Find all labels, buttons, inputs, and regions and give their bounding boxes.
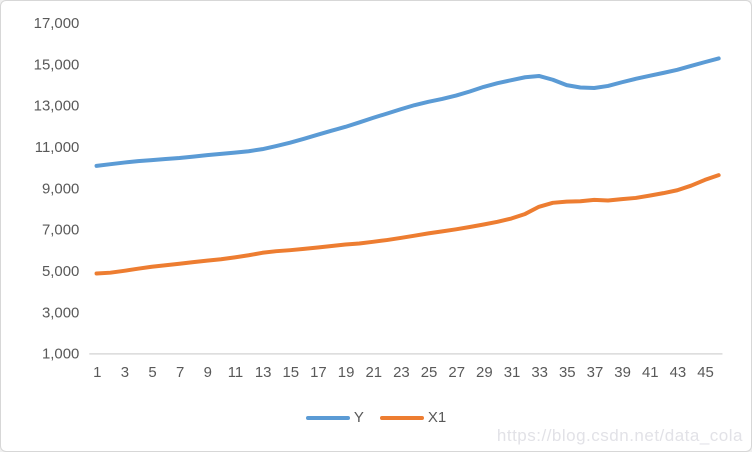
x-tick-label: 23 — [393, 364, 410, 381]
y-tick-label: 3,000 — [42, 304, 79, 321]
x-tick-label: 39 — [614, 364, 631, 381]
y-tick-label: 9,000 — [42, 180, 79, 197]
x-tick-label: 17 — [310, 364, 327, 381]
x-tick-label: 1 — [93, 364, 101, 381]
y-tick-label: 1,000 — [42, 346, 79, 363]
watermark-text: https://blog.csdn.net/data_cola — [496, 426, 743, 445]
x-tick-label: 9 — [204, 364, 212, 381]
y-tick-label: 13,000 — [34, 98, 80, 115]
x-tick-label: 37 — [587, 364, 604, 381]
x-tick-label: 43 — [670, 364, 687, 381]
x-tick-label: 3 — [121, 364, 129, 381]
y-tick-label: 15,000 — [34, 56, 80, 73]
y-tick-label: 17,000 — [34, 15, 80, 32]
x-tick-label: 41 — [642, 364, 659, 381]
series-lines — [94, 56, 721, 276]
x-tick-label: 13 — [255, 364, 272, 381]
x-tick-label: 33 — [531, 364, 548, 381]
series-line-x1 — [94, 173, 721, 276]
x-tick-label: 11 — [228, 364, 244, 381]
x-tick-label: 7 — [176, 364, 184, 381]
x-tick-label: 25 — [421, 364, 438, 381]
x-tick-label: 21 — [365, 364, 382, 381]
y-tick-label: 11,000 — [35, 139, 80, 156]
x-tick-label: 15 — [282, 364, 299, 381]
x-tick-label: 45 — [697, 364, 714, 381]
x-tick-label: 35 — [559, 364, 576, 381]
x-axis-labels: 1 3 5 7 9 11 13 15 17 19 21 23 25 27 29 31 33 35 37 39 41 43 4… — [93, 364, 714, 381]
y-tick-label: 7,000 — [42, 222, 79, 239]
y-tick-label: 5,000 — [42, 263, 79, 280]
x-tick-label: 27 — [448, 364, 465, 381]
x-tick-label: 19 — [338, 364, 355, 381]
series-line-y — [94, 56, 721, 168]
x-tick-label: 29 — [476, 364, 493, 381]
y-axis-labels: 1,000 3,000 5,000 7,000 9,000 11,000 13,000 15,… — [34, 15, 80, 363]
x-tick-label: 5 — [148, 364, 156, 381]
x-tick-label: 31 — [504, 364, 521, 381]
